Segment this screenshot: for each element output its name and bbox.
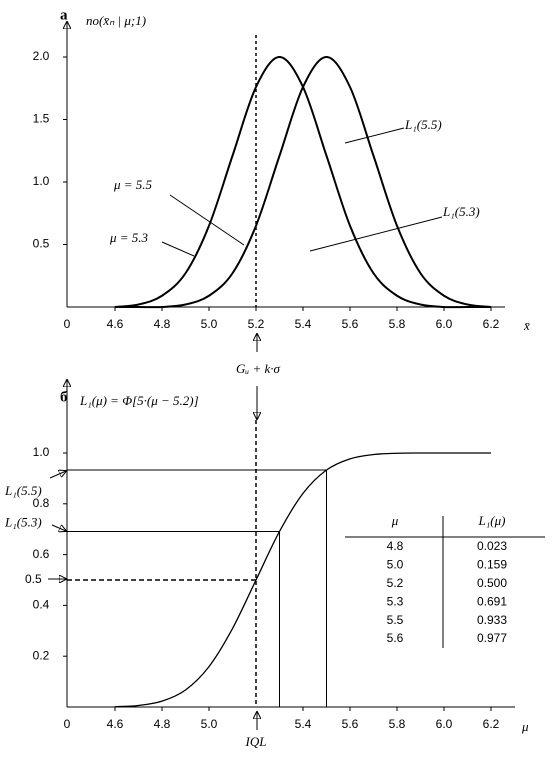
formula: L₁(μ) = Φ[5·(μ − 5.2)]	[79, 393, 199, 408]
x-axis-label: x̄	[523, 318, 530, 333]
arrow	[49, 471, 66, 479]
critical-label: Gᵤ + k·σ	[236, 361, 280, 376]
y-tick-label: 0.2	[33, 648, 50, 662]
panel-label: б	[60, 389, 68, 405]
annotation: L₁(5.3)	[442, 204, 480, 219]
x-tick-label: 4.6	[107, 317, 124, 331]
curve	[114, 55, 491, 309]
y-tick-label: 2.0	[33, 49, 50, 63]
marker-label: L₁(5.5)	[4, 483, 42, 498]
arrow	[51, 524, 66, 531]
x-tick-label: 5.2	[248, 317, 265, 331]
table-cell: 5.0	[387, 558, 404, 572]
table-cell: 0.691	[477, 594, 507, 608]
table-cell: 0.977	[477, 631, 507, 645]
x-tick-label: 5.4	[295, 317, 312, 331]
table-cell: 4.8	[387, 539, 404, 553]
table-cell: 5.6	[387, 631, 404, 645]
y-tick-label: 1.5	[33, 112, 50, 126]
x-tick-label: 5.8	[389, 317, 406, 331]
leader-line	[344, 127, 405, 144]
curve	[114, 55, 492, 309]
critical-label: IQL	[245, 734, 267, 749]
shaded-area	[256, 56, 491, 307]
x-tick-label: 6.0	[436, 717, 453, 731]
table-cell: 0.159	[477, 558, 507, 572]
panel-label: а	[60, 7, 68, 23]
leader-line	[309, 216, 443, 252]
x-axis-label: μ	[521, 719, 529, 734]
x-tick-label: 4.8	[154, 717, 171, 731]
x-tick-label: 5.0	[201, 317, 218, 331]
x-tick-label: 4.8	[154, 317, 171, 331]
x-tick-label: 5.6	[342, 717, 359, 731]
x-tick-label: 5.8	[389, 717, 406, 731]
y-tick-label: 0.5	[33, 237, 50, 251]
origin-label: 0	[64, 717, 71, 731]
marker-label: 0.5	[25, 572, 42, 586]
x-tick-label: 5.0	[201, 717, 218, 731]
series-annotation: μ = 5.5	[113, 177, 153, 192]
table-cell: 5.2	[387, 576, 404, 590]
y-tick-label: 1.0	[33, 445, 50, 459]
x-tick-label: 6.0	[436, 317, 453, 331]
table-cell: 5.5	[387, 613, 404, 627]
leader-line	[161, 241, 195, 257]
origin-label: 0	[64, 317, 71, 331]
x-tick-label: 6.2	[483, 317, 500, 331]
x-tick-label: 5.6	[342, 317, 359, 331]
marker-label: L₁(5.3)	[4, 514, 42, 529]
shaded-area	[256, 56, 492, 307]
annotation: L₁(5.5)	[404, 117, 442, 132]
series-annotation: μ = 5.3	[109, 230, 149, 245]
table-cell: 0.933	[477, 613, 507, 627]
y-tick-label: 0.8	[33, 496, 50, 510]
y-tick-label: 0.4	[33, 598, 50, 612]
table-cell: 5.3	[387, 594, 404, 608]
y-axis-label: no(x̄ₙ | μ;1)	[86, 13, 146, 28]
x-tick-label: 4.6	[107, 717, 124, 731]
leader-line	[169, 194, 245, 246]
y-tick-label: 0.6	[33, 547, 50, 561]
table-cell: 0.023	[477, 539, 507, 553]
x-tick-label: 6.2	[483, 717, 500, 731]
table-cell: 0.500	[477, 576, 507, 590]
table-header: μ	[391, 513, 399, 528]
table-header: L₁(μ)	[478, 513, 506, 528]
y-tick-label: 1.0	[33, 174, 50, 188]
curve	[114, 452, 491, 708]
x-tick-label: 5.4	[295, 717, 312, 731]
